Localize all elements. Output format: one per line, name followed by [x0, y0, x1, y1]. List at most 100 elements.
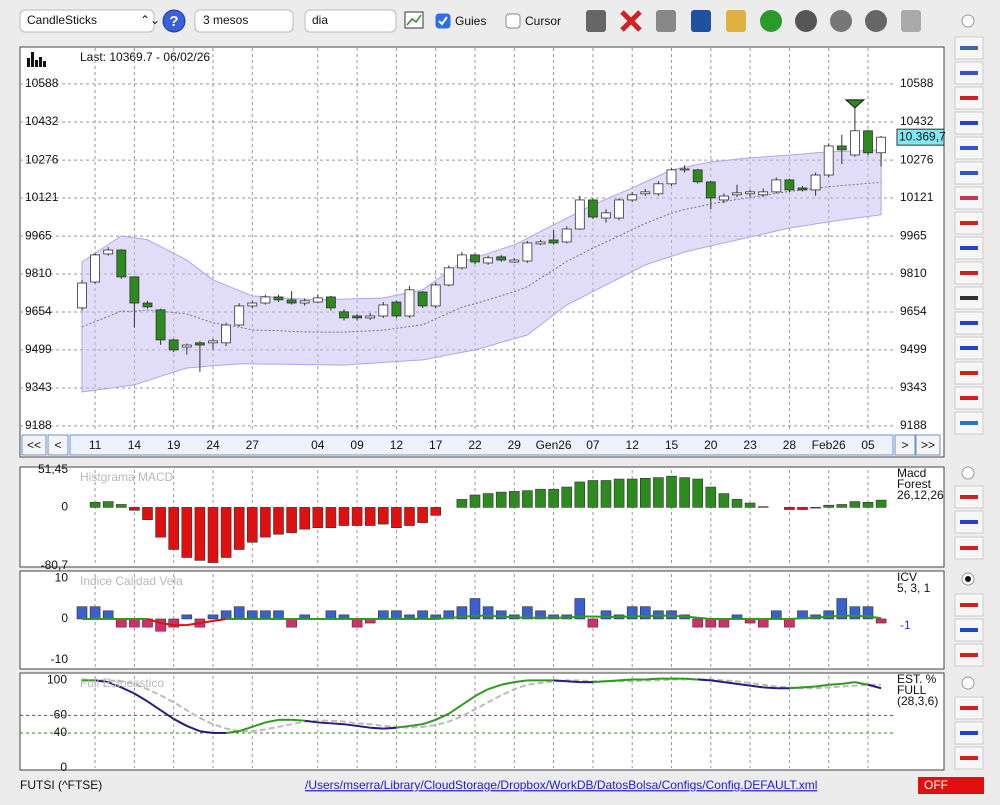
bar	[156, 507, 166, 537]
bar	[169, 507, 179, 549]
bar	[143, 507, 153, 519]
bar	[234, 507, 244, 549]
toolbar-icon[interactable]	[830, 10, 852, 32]
y-tick-label-right: 10276	[900, 152, 934, 166]
toolbar-icon[interactable]	[760, 10, 782, 32]
bar	[129, 619, 139, 627]
y-tick-label: 9654	[25, 304, 52, 318]
bar	[274, 507, 284, 534]
y-tick-label: -10	[51, 652, 69, 666]
bar	[313, 507, 323, 527]
bar	[667, 476, 677, 507]
candle-body	[850, 131, 859, 155]
toolbar-icon[interactable]	[726, 10, 746, 32]
toolbar-icon[interactable]	[901, 10, 921, 32]
bar	[719, 494, 729, 508]
x-tick-label: 05	[861, 438, 875, 452]
bar	[719, 619, 729, 627]
bar	[758, 619, 768, 627]
bar	[208, 507, 218, 562]
bar	[863, 502, 873, 507]
y-tick-label: 0	[61, 611, 68, 625]
candle-body	[471, 255, 480, 262]
sidebar-glyph	[960, 96, 978, 100]
candle-body	[549, 240, 558, 243]
bar	[457, 499, 467, 507]
candle-body	[523, 243, 532, 261]
full-line-segment	[370, 728, 383, 729]
toolbar-icon[interactable]	[795, 10, 817, 32]
chart-type-text: CandleSticks	[27, 13, 97, 27]
bar	[614, 479, 624, 507]
bar	[326, 611, 336, 619]
y-tick-label: 10432	[25, 114, 59, 128]
x-tick-label: 17	[429, 438, 443, 452]
candle-body	[706, 182, 715, 198]
candle-body	[405, 290, 414, 316]
candle-body	[274, 297, 283, 300]
panel-radio[interactable]	[962, 15, 974, 27]
candle-body	[457, 255, 466, 268]
bar	[536, 489, 546, 507]
panel-radio[interactable]	[962, 467, 974, 479]
candle-body	[772, 180, 781, 192]
full-line-segment	[554, 680, 567, 681]
sidebar-glyph	[960, 296, 978, 300]
y-tick-label: 40	[54, 725, 68, 739]
candle-body	[313, 298, 322, 302]
panel-radio[interactable]	[962, 677, 974, 689]
config-path-link[interactable]: /Users/mserra/Library/CloudStorage/Dropb…	[305, 778, 817, 792]
candle-body	[680, 169, 689, 170]
bar	[693, 479, 703, 507]
icv-line-segment	[436, 618, 449, 619]
bar	[378, 611, 388, 619]
nav-first-text: <<	[27, 438, 41, 452]
toolbar-icon[interactable]	[865, 10, 887, 32]
full-line-segment	[292, 720, 305, 721]
x-tick-label: 22	[468, 438, 482, 452]
candle-body	[746, 192, 755, 194]
candle-body	[667, 170, 676, 184]
full-line-segment	[685, 679, 698, 680]
toolbar-icon[interactable]	[656, 10, 676, 32]
x-tick-label: 27	[246, 438, 260, 452]
y-tick-label: 0	[61, 500, 68, 514]
toolbar-icon[interactable]	[586, 10, 606, 32]
y-tick-label: 9343	[25, 380, 52, 394]
bar	[156, 619, 166, 631]
bar	[784, 507, 794, 509]
sidebar-glyph	[960, 421, 978, 425]
toolbar-icon[interactable]	[691, 10, 711, 32]
bar	[876, 619, 886, 623]
bar	[182, 507, 192, 557]
candle-body	[392, 302, 401, 316]
y-tick-label-right: 9499	[900, 342, 927, 356]
panel-radio-dot	[965, 576, 971, 582]
bar	[260, 611, 270, 619]
y-tick-label: 9810	[25, 266, 52, 280]
bar	[391, 611, 401, 619]
candle-body	[209, 341, 218, 343]
candle-body	[300, 301, 309, 303]
panel-label: (28,3,6)	[897, 694, 938, 708]
candle-body	[195, 343, 204, 345]
y-tick-label: 0	[60, 760, 67, 774]
candle-body	[719, 196, 728, 200]
bar	[509, 491, 519, 507]
icv-line-segment	[488, 616, 501, 617]
x-tick-label: 14	[128, 438, 142, 452]
candle-body	[484, 258, 493, 263]
candle-body	[785, 180, 794, 190]
last-value-label: -1	[900, 618, 911, 632]
symbol-text: FUTSI (^FTSE)	[20, 778, 102, 792]
sidebar-glyph	[960, 121, 978, 125]
bar	[77, 607, 87, 619]
cursor-checkbox[interactable]	[506, 14, 520, 28]
full-line-segment	[698, 680, 711, 681]
bar	[326, 507, 336, 527]
bar	[182, 615, 192, 619]
bar	[640, 478, 650, 507]
candle-body	[759, 192, 768, 195]
full-line-segment	[619, 680, 632, 681]
